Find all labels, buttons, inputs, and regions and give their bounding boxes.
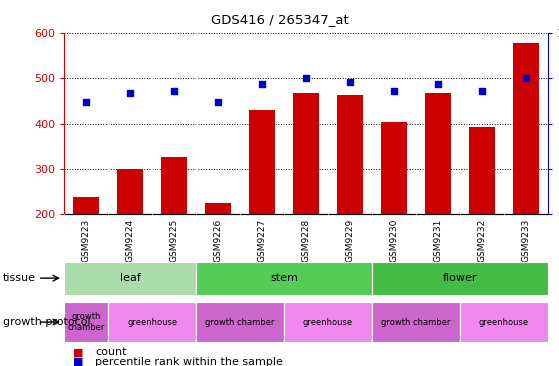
Point — [214, 99, 222, 105]
Text: tissue: tissue — [3, 273, 36, 283]
Point — [82, 99, 91, 105]
Bar — [249, 110, 275, 214]
Text: GSM9231: GSM9231 — [433, 219, 442, 262]
Bar — [196, 262, 372, 295]
Point — [301, 75, 310, 81]
Text: greenhouse: greenhouse — [479, 318, 529, 326]
Text: count: count — [95, 347, 126, 358]
Text: GSM9230: GSM9230 — [390, 219, 399, 262]
Bar — [372, 262, 548, 295]
Bar — [161, 157, 187, 214]
Text: greenhouse: greenhouse — [127, 318, 177, 326]
Point — [522, 75, 530, 81]
Text: GSM9232: GSM9232 — [477, 219, 486, 262]
Bar — [205, 203, 231, 214]
Text: leaf: leaf — [120, 273, 141, 283]
Bar — [64, 302, 108, 342]
Point — [477, 88, 486, 94]
Text: GSM9229: GSM9229 — [345, 219, 354, 262]
Text: GSM9233: GSM9233 — [522, 219, 530, 262]
Text: growth protocol: growth protocol — [3, 317, 91, 327]
Text: ■: ■ — [73, 347, 83, 358]
Text: GSM9225: GSM9225 — [170, 219, 179, 262]
Bar — [513, 43, 539, 214]
Text: growth chamber: growth chamber — [205, 318, 275, 326]
Text: greenhouse: greenhouse — [303, 318, 353, 326]
Text: stem: stem — [270, 273, 298, 283]
Point — [170, 88, 179, 94]
Point — [390, 88, 399, 94]
Text: ■: ■ — [73, 357, 83, 366]
Bar — [293, 93, 319, 214]
Bar — [196, 302, 284, 342]
Point — [258, 81, 267, 87]
Text: flower: flower — [443, 273, 477, 283]
Text: GSM9223: GSM9223 — [82, 219, 91, 262]
Point — [345, 79, 354, 85]
Bar — [108, 302, 196, 342]
Bar — [73, 197, 100, 214]
Bar — [337, 96, 363, 214]
Bar — [468, 127, 495, 214]
Point — [433, 81, 442, 87]
Text: GSM9227: GSM9227 — [258, 219, 267, 262]
Text: growth
chamber: growth chamber — [68, 312, 105, 332]
Bar — [284, 302, 372, 342]
Bar — [460, 302, 548, 342]
Bar — [381, 122, 407, 214]
Bar — [64, 262, 196, 295]
Bar — [425, 93, 451, 214]
Point — [126, 90, 135, 96]
Text: GDS416 / 265347_at: GDS416 / 265347_at — [211, 13, 348, 26]
Bar — [372, 302, 460, 342]
Text: growth chamber: growth chamber — [381, 318, 451, 326]
Text: GSM9226: GSM9226 — [214, 219, 222, 262]
Bar — [117, 169, 144, 214]
Text: GSM9228: GSM9228 — [301, 219, 311, 262]
Text: GSM9224: GSM9224 — [126, 219, 135, 262]
Text: percentile rank within the sample: percentile rank within the sample — [95, 357, 283, 366]
